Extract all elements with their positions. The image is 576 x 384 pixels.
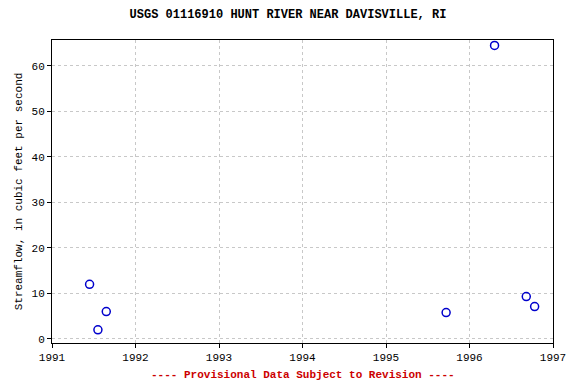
svg-text:1992: 1992 <box>122 352 148 364</box>
svg-text:1991: 1991 <box>39 352 66 364</box>
svg-text:USGS 01116910 HUNT RIVER NEAR: USGS 01116910 HUNT RIVER NEAR DAVISVILLE… <box>130 8 447 22</box>
svg-text:50: 50 <box>32 106 45 118</box>
svg-text:40: 40 <box>32 152 45 164</box>
svg-text:30: 30 <box>32 197 45 209</box>
svg-text:0: 0 <box>38 334 45 346</box>
svg-text:1996: 1996 <box>456 352 482 364</box>
svg-text:60: 60 <box>32 61 45 73</box>
svg-text:10: 10 <box>32 288 45 300</box>
svg-text:20: 20 <box>32 243 45 255</box>
svg-text:1995: 1995 <box>373 352 399 364</box>
svg-text:1994: 1994 <box>289 352 316 364</box>
svg-text:Streamflow, in cubic feet per: Streamflow, in cubic feet per second <box>13 73 25 311</box>
svg-text:---- Provisional Data Subject: ---- Provisional Data Subject to Revisio… <box>151 369 455 381</box>
svg-text:1997: 1997 <box>540 352 566 364</box>
svg-text:1993: 1993 <box>206 352 232 364</box>
